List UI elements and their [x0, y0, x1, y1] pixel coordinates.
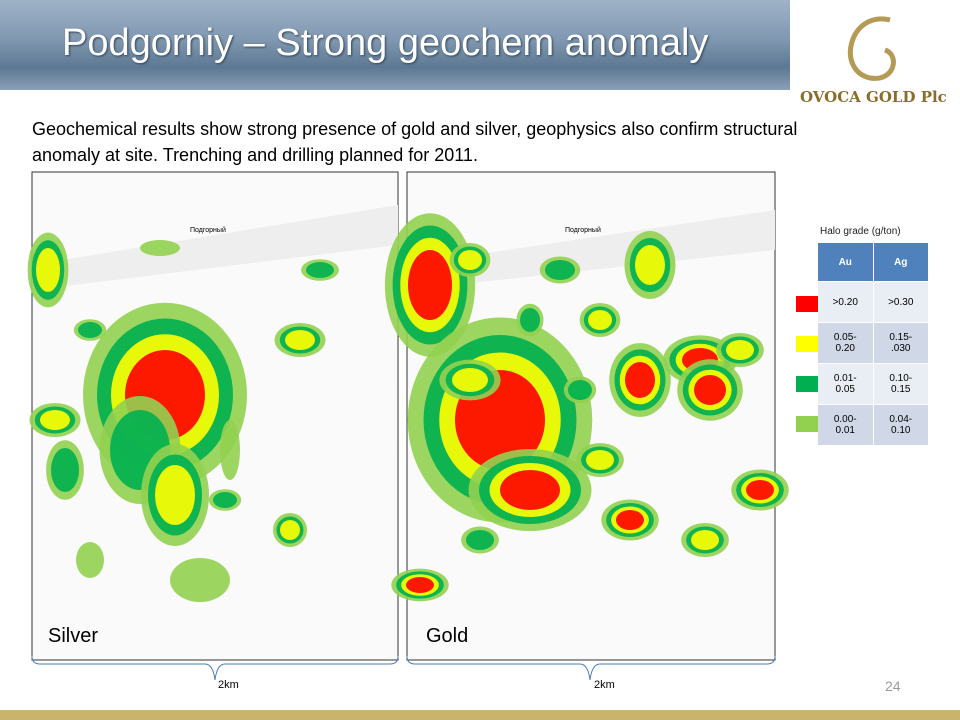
legend-table: Au Ag >0.20 >0.30 0.05- 0.20 0.15- .030 0.0… — [817, 242, 929, 446]
halo — [625, 362, 655, 398]
halo — [520, 308, 540, 332]
cell: >0.20 — [817, 281, 874, 323]
road-band — [407, 210, 775, 290]
cell: 0.00- 0.01 — [817, 404, 874, 446]
halo — [545, 260, 575, 280]
halo — [213, 492, 237, 508]
halo — [285, 330, 315, 350]
halo — [155, 465, 195, 525]
halo — [694, 375, 726, 405]
halo — [568, 380, 592, 400]
slide-title: Podgorniy – Strong geochem anomaly — [62, 22, 709, 64]
halo — [36, 248, 60, 292]
halo — [408, 250, 452, 320]
halo — [746, 480, 774, 500]
halo — [500, 470, 560, 510]
scale-label: 2km — [594, 679, 615, 691]
cell: >0.30 — [872, 281, 929, 323]
halo — [220, 420, 240, 480]
halo — [306, 262, 334, 278]
logo-background — [790, 0, 960, 110]
legend-swatch — [796, 336, 818, 352]
halo — [635, 245, 665, 285]
place-label: Подгорный — [190, 226, 226, 234]
logo-mark — [847, 16, 896, 81]
halo — [458, 250, 482, 270]
map-label: Silver — [48, 625, 98, 647]
map-label: Gold — [426, 625, 468, 647]
halo — [616, 510, 644, 530]
body-text: Geochemical results show strong presence… — [32, 119, 798, 165]
column-header: Ag — [872, 242, 929, 282]
halo — [452, 368, 488, 392]
halo — [140, 240, 180, 256]
scale-brace — [31, 655, 399, 681]
halo — [170, 558, 230, 602]
logo-text: OVOCA GOLD Plc — [800, 88, 947, 106]
scale-label: 2km — [218, 679, 239, 691]
legend-row: 0.05- 0.20 0.15- .030 — [817, 322, 929, 364]
road-band — [32, 205, 398, 290]
maps: Подгорный Подгорный Silver Gold 2km 2km — [27, 171, 789, 691]
halo — [280, 520, 300, 540]
legend-swatch — [796, 416, 818, 432]
cell: 0.15- .030 — [872, 322, 929, 364]
anomaly-halos — [27, 213, 789, 602]
halo — [588, 310, 612, 330]
halo — [691, 530, 719, 550]
legend-row: 0.00- 0.01 0.04- 0.10 — [817, 404, 929, 446]
halo — [586, 450, 614, 470]
halo — [466, 530, 494, 550]
logo-swoosh — [847, 16, 896, 81]
legend-title: Halo grade (g/ton) — [820, 226, 901, 237]
halo — [726, 340, 754, 360]
halo — [406, 577, 434, 593]
halo — [51, 448, 79, 492]
cell: 0.05- 0.20 — [817, 322, 874, 364]
legend-row: 0.01- 0.05 0.10- 0.15 — [817, 363, 929, 405]
halo — [76, 542, 104, 578]
place-label: Подгорный — [565, 226, 601, 234]
cell: 0.01- 0.05 — [817, 363, 874, 405]
page-number: 24 — [885, 678, 901, 694]
footer-bar — [0, 710, 960, 720]
halo — [40, 410, 70, 430]
cell: 0.04- 0.10 — [872, 404, 929, 446]
legend-swatch — [796, 296, 818, 312]
column-header: Au — [817, 242, 874, 282]
scale-brace — [406, 655, 776, 681]
legend-header: Au Ag — [817, 242, 929, 282]
legend-row: >0.20 >0.30 — [817, 281, 929, 323]
legend-swatch — [796, 376, 818, 392]
halo — [78, 322, 102, 338]
cell: 0.10- 0.15 — [872, 363, 929, 405]
